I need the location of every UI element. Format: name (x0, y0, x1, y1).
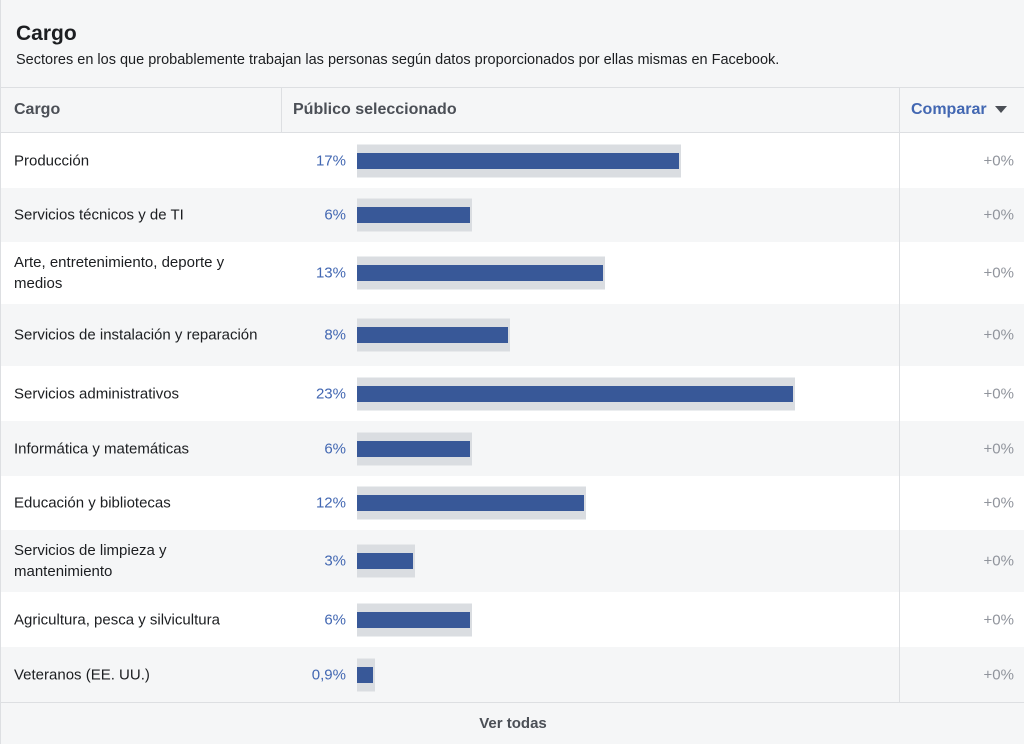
row-delta: +0% (983, 552, 1014, 570)
compare-label: Comparar (911, 101, 987, 118)
bar-value (357, 152, 679, 169)
row-label: Educación y bibliotecas (14, 494, 171, 512)
row-percentage: 0,9% (311, 666, 346, 683)
compare-dropdown[interactable]: Comparar (911, 88, 1007, 132)
bar-value (357, 666, 374, 683)
row-percentage: 6% (324, 440, 346, 457)
row-label: Servicios de instalación y reparación (14, 326, 258, 344)
row-label: Servicios técnicos y de TI (14, 206, 184, 224)
row-delta: +0% (983, 666, 1014, 683)
panel-subtitle: Sectores en los que probablemente trabaj… (16, 52, 780, 68)
row-delta: +0% (983, 326, 1014, 344)
table-row: Educación y bibliotecas 12% +0% (1, 476, 1024, 530)
bar-value (357, 385, 793, 402)
column-divider (281, 88, 282, 133)
row-label: Agricultura, pesca y silvicultura (14, 611, 220, 628)
bar-value (357, 553, 413, 569)
row-percentage: 23% (315, 385, 346, 402)
row-percentage: 6% (324, 206, 346, 224)
column-header-category: Cargo (14, 101, 61, 118)
panel-title: Cargo (16, 22, 77, 45)
row-percentage: 12% (315, 494, 346, 512)
bar-value (357, 495, 584, 511)
row-percentage: 8% (324, 326, 346, 344)
row-percentage: 3% (324, 552, 346, 570)
see-all-button[interactable]: Ver todas (1, 702, 1024, 744)
row-delta: +0% (983, 206, 1014, 224)
table-row: Servicios administrativos 23% +0% (1, 366, 1024, 421)
bar-value (357, 440, 470, 457)
bar-value (357, 207, 470, 223)
table-row: Agricultura, pesca y silvicultura 6% +0% (1, 592, 1024, 647)
bar-value (357, 265, 603, 281)
table-row: Producción 17% +0% (1, 133, 1024, 188)
row-label: Arte, entretenimiento, deporte y medios (14, 254, 225, 292)
table-row: Arte, entretenimiento, deporte y medios 1… (1, 242, 1024, 304)
column-divider (899, 88, 900, 702)
bar-value (357, 327, 508, 343)
table-row: Servicios técnicos y de TI 6% +0% (1, 188, 1024, 242)
row-delta: +0% (983, 611, 1014, 628)
row-delta: +0% (983, 494, 1014, 512)
table-row: Veteranos (EE. UU.) 0,9% +0% (1, 647, 1024, 702)
table-header: Cargo Público seleccionado Comparar (1, 88, 1024, 133)
table-row: Informática y matemáticas 6% +0% (1, 421, 1024, 476)
table-row: Servicios de limpieza y mantenimiento 3% +… (1, 530, 1024, 592)
row-percentage: 17% (315, 152, 346, 169)
row-delta: +0% (983, 152, 1014, 169)
bar-value (357, 611, 470, 628)
row-label: Servicios administrativos (14, 385, 180, 402)
row-delta: +0% (983, 440, 1014, 457)
row-label: Informática y matemáticas (14, 440, 190, 457)
row-label: Veteranos (EE. UU.) (14, 666, 150, 683)
row-delta: +0% (983, 385, 1014, 402)
row-delta: +0% (983, 264, 1014, 282)
caret-down-icon (994, 106, 1007, 114)
panel-header: Cargo Sectores en los que probablemente … (1, 0, 1024, 88)
column-header-audience: Público seleccionado (293, 101, 457, 118)
row-percentage: 6% (324, 611, 346, 628)
row-percentage: 13% (315, 264, 346, 282)
row-label: Servicios de limpieza y mantenimiento (14, 542, 167, 580)
table-row: Servicios de instalación y reparación 8% +… (1, 304, 1024, 366)
row-label: Producción (14, 152, 90, 169)
